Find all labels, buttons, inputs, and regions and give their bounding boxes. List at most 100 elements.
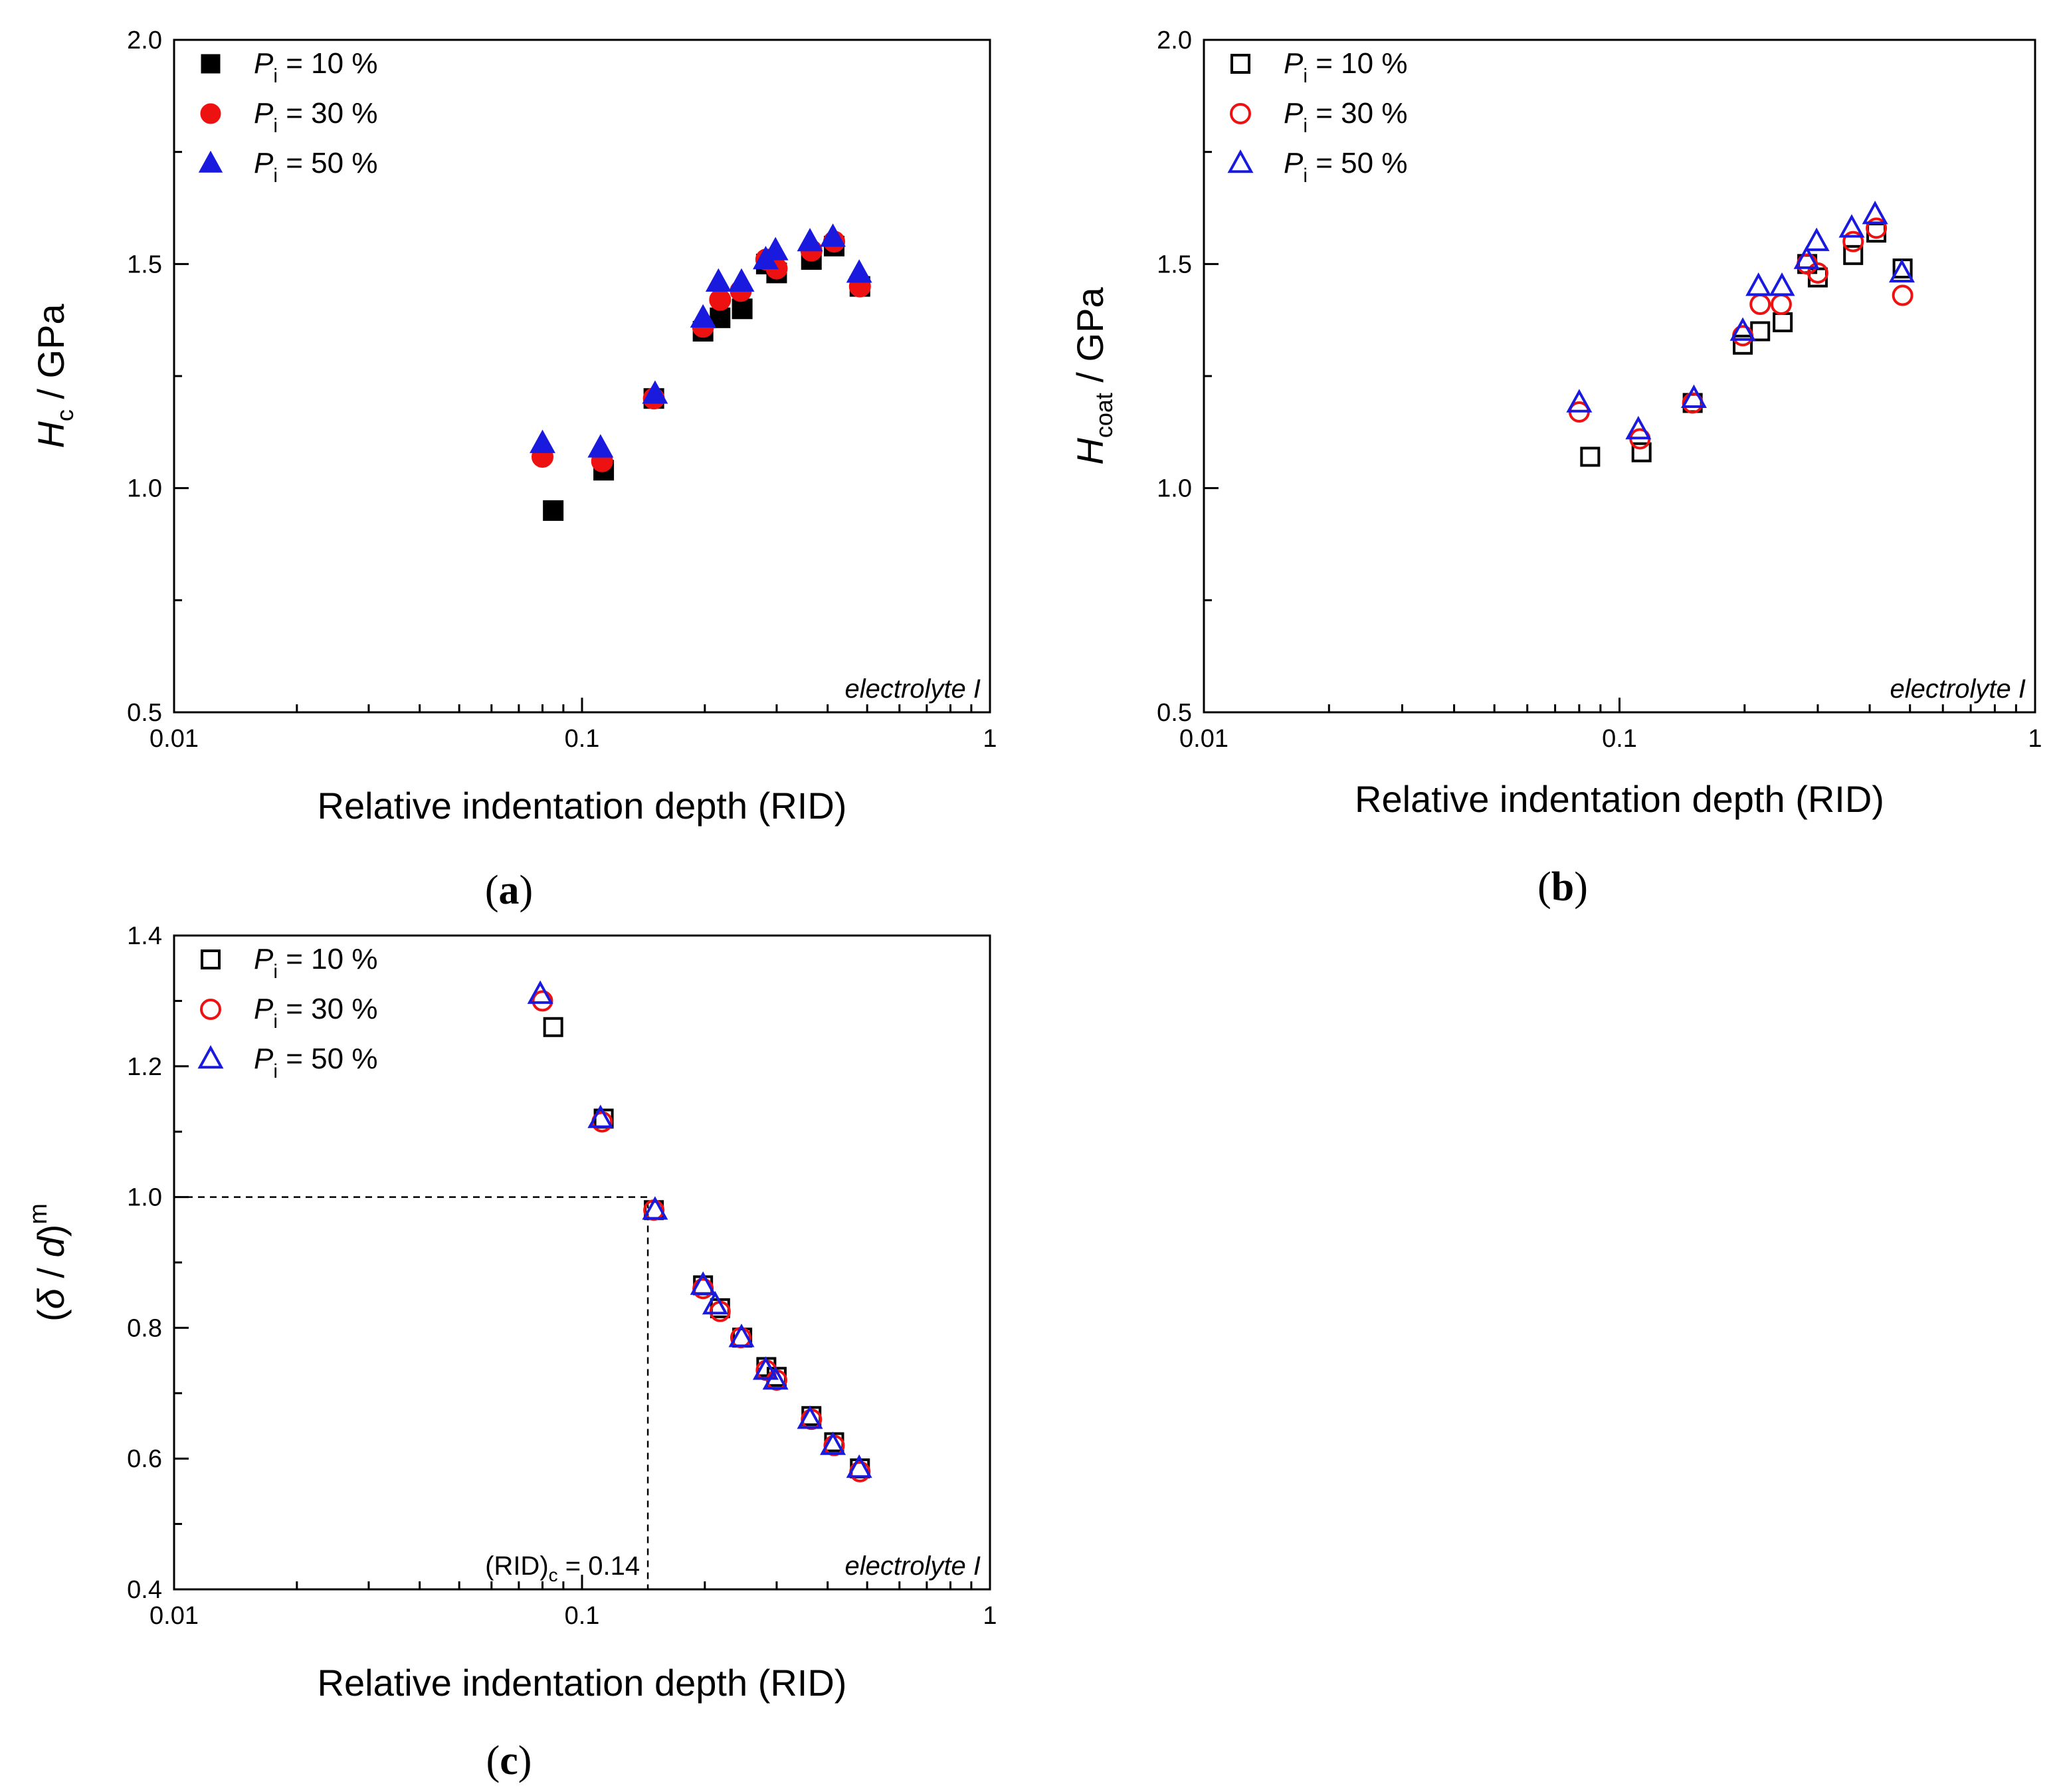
legend-label: Pi = 10 % xyxy=(254,47,377,87)
data-point xyxy=(1838,214,1865,238)
x-axis: 0.01 0.1 1 xyxy=(1179,698,2042,753)
x-tick-label: 1 xyxy=(983,725,997,753)
data-point xyxy=(532,990,553,1012)
legend-marker-square xyxy=(201,949,221,969)
electrolyte-note: electrolyte I xyxy=(844,674,981,704)
data-point xyxy=(797,1405,823,1429)
legend-marker-square xyxy=(1230,54,1250,74)
legend: Pi = 10 % Pi = 30 % Pi = 50 % xyxy=(198,47,377,187)
data-point xyxy=(846,1454,872,1478)
y-axis: 0.5 1.0 1.5 2.0 xyxy=(1157,27,1219,727)
x-axis-title: Relative indentation depth (RID) xyxy=(1355,778,1884,820)
y-axis-title: Hcoat / GPa xyxy=(1069,287,1118,465)
data-point xyxy=(690,304,716,328)
x-tick-label: 0.01 xyxy=(149,725,199,753)
y-tick-label: 1.0 xyxy=(1157,475,1192,503)
x-axis-title: Relative indentation depth (RID) xyxy=(318,785,847,827)
data-point xyxy=(1862,201,1888,225)
data-point xyxy=(846,259,872,283)
y-tick-label: 1.0 xyxy=(127,1184,162,1212)
data-point xyxy=(1566,389,1593,413)
data-point xyxy=(752,1356,779,1380)
legend-label: Pi = 10 % xyxy=(254,943,377,983)
x-tick-label: 0.1 xyxy=(1602,725,1637,753)
x-tick-label: 0.1 xyxy=(565,1602,600,1630)
data-point xyxy=(705,268,732,292)
y-tick-label: 1.5 xyxy=(1157,250,1192,278)
data-point xyxy=(1680,384,1707,409)
data-point xyxy=(709,288,732,311)
y-tick-label: 2.0 xyxy=(127,27,162,54)
y-tick-label: 1.5 xyxy=(127,250,162,278)
data-point xyxy=(587,434,614,458)
data-point xyxy=(1892,258,1913,279)
data-point xyxy=(820,1431,846,1455)
legend-label: Pi = 50 % xyxy=(254,1043,377,1082)
x-tick-label: 0.01 xyxy=(149,1602,199,1630)
data-point xyxy=(762,237,789,260)
legend-marker-circle xyxy=(200,103,221,124)
data-point xyxy=(1749,294,1771,316)
critical-rid-annotation: (RID)c = 0.14 xyxy=(485,1551,640,1585)
data-point xyxy=(527,980,553,1004)
data-point xyxy=(1892,284,1913,306)
y-tick-label: 0.4 xyxy=(127,1576,162,1604)
series-triangle xyxy=(527,980,872,1478)
series-triangle xyxy=(1566,201,1915,440)
x-tick-label: 1 xyxy=(2028,725,2042,753)
panel-label: (c) xyxy=(486,1738,532,1783)
electrolyte-note: electrolyte I xyxy=(1890,674,2026,704)
data-point xyxy=(762,1366,789,1390)
data-point xyxy=(587,1104,614,1128)
data-point xyxy=(1733,334,1753,355)
y-tick-label: 1.2 xyxy=(127,1053,162,1081)
plot-frame xyxy=(173,39,991,714)
data-point xyxy=(728,268,755,292)
legend-label: Pi = 50 % xyxy=(1284,147,1407,187)
data-point xyxy=(728,1324,755,1347)
y-tick-label: 2.0 xyxy=(1157,27,1192,54)
y-tick-label: 0.6 xyxy=(127,1445,162,1473)
data-point xyxy=(702,1290,728,1315)
legend-marker-triangle xyxy=(197,1045,224,1069)
legend-marker-circle xyxy=(1230,103,1251,124)
data-point xyxy=(642,1196,668,1220)
data-point xyxy=(797,228,823,252)
x-tick-label: 0.1 xyxy=(565,725,600,753)
x-tick-label: 1 xyxy=(983,1602,997,1630)
legend-label: Pi = 10 % xyxy=(1284,47,1407,87)
data-point xyxy=(1580,447,1601,467)
series-square xyxy=(543,235,870,521)
data-point xyxy=(820,223,846,247)
y-axis-title: (δ / d)m xyxy=(25,1203,72,1322)
data-point xyxy=(690,1271,716,1295)
panel-label: (b) xyxy=(1537,864,1588,910)
panel-a: 0.01 0.1 1 0.5 1.0 1.5 2.0 Relative indentation… xyxy=(30,27,997,913)
data-point xyxy=(1773,312,1793,333)
data-point xyxy=(1842,231,1864,252)
y-axis: 0.4 0.6 0.8 1.0 1.2 1.4 xyxy=(127,922,189,1604)
data-point xyxy=(1750,321,1771,342)
data-point xyxy=(543,500,564,521)
legend-marker-triangle xyxy=(198,150,223,173)
series-square xyxy=(543,1017,870,1478)
data-point xyxy=(1770,294,1792,316)
data-point xyxy=(1745,272,1772,296)
y-tick-label: 0.5 xyxy=(1157,699,1192,727)
panel-label: (a) xyxy=(485,868,533,913)
x-axis-title: Relative indentation depth (RID) xyxy=(318,1662,847,1704)
series-triangle xyxy=(530,223,872,458)
y-tick-label: 0.5 xyxy=(127,699,162,727)
data-point xyxy=(1793,245,1820,269)
y-tick-label: 1.0 xyxy=(127,475,162,503)
data-point xyxy=(1803,227,1830,251)
data-point xyxy=(642,380,668,404)
legend-label: Pi = 50 % xyxy=(254,147,377,187)
legend-label: Pi = 30 % xyxy=(254,97,377,137)
x-tick-label: 0.01 xyxy=(1179,725,1228,753)
electrolyte-note: electrolyte I xyxy=(844,1551,981,1581)
data-point xyxy=(1843,245,1864,265)
legend-label: Pi = 30 % xyxy=(254,993,377,1033)
data-point xyxy=(1631,442,1652,462)
data-point xyxy=(732,298,753,320)
